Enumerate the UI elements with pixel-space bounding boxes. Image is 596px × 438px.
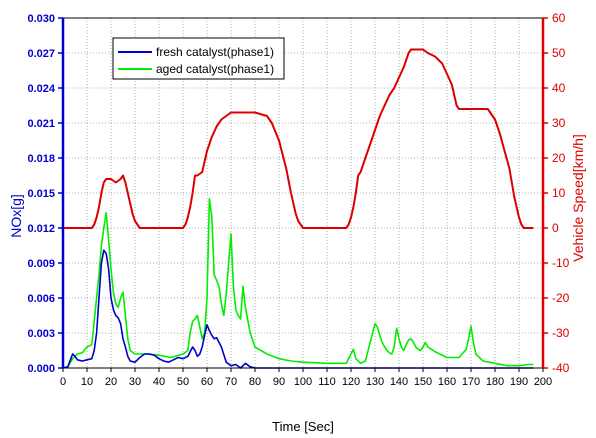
left-axis-ticks: 0.000 0.003 0.006 0.009 0.012 0.015 0.018 0.021… bbox=[27, 13, 63, 375]
x-tick-label: 20 bbox=[105, 376, 117, 388]
left-tick-label: 0.009 bbox=[27, 258, 55, 270]
x-tick-label: 70 bbox=[225, 376, 237, 388]
x-tick-label: 110 bbox=[318, 376, 336, 388]
x-tick-label: 90 bbox=[273, 376, 285, 388]
x-tick-label: 140 bbox=[390, 376, 408, 388]
legend: fresh catalyst(phase1) aged catalyst(pha… bbox=[112, 37, 285, 80]
legend-label-fresh: fresh catalyst(phase1) bbox=[156, 45, 274, 59]
x-tick-label: 130 bbox=[366, 376, 384, 388]
fresh-catalyst-line bbox=[62, 249, 534, 369]
right-tick-label: 30 bbox=[552, 116, 566, 130]
left-tick-label: 0.027 bbox=[27, 48, 55, 60]
x-tick-label: 150 bbox=[414, 376, 432, 388]
x-tick-label: 190 bbox=[510, 376, 528, 388]
vehicle-speed-line bbox=[63, 48, 534, 229]
right-tick-label: 40 bbox=[552, 81, 566, 95]
left-tick-label: 0.000 bbox=[27, 363, 55, 375]
legend-box bbox=[112, 37, 285, 80]
legend-label-aged: aged catalyst(phase1) bbox=[156, 62, 274, 76]
right-tick-label: -40 bbox=[552, 361, 570, 375]
x-axis-title: Time [Sec] bbox=[272, 419, 334, 434]
right-tick-label: 0 bbox=[552, 221, 559, 235]
grid-lines bbox=[63, 18, 543, 368]
x-tick-label: 180 bbox=[486, 376, 504, 388]
left-tick-label: 0.015 bbox=[27, 188, 55, 200]
x-tick-label: 120 bbox=[342, 376, 360, 388]
left-tick-label: 0.018 bbox=[27, 153, 55, 165]
x-tick-label: 0 bbox=[60, 376, 66, 388]
right-tick-label: 60 bbox=[552, 11, 566, 25]
x-tick-label: 200 bbox=[534, 376, 552, 388]
aged-catalyst-line bbox=[62, 198, 534, 369]
x-tick-label: 100 bbox=[294, 376, 312, 388]
right-tick-label: -10 bbox=[552, 256, 570, 270]
left-tick-label: 0.021 bbox=[27, 118, 55, 130]
left-tick-label: 0.006 bbox=[27, 293, 55, 305]
x-tick-label: 40 bbox=[153, 376, 165, 388]
left-axis-title: NOx[g] bbox=[8, 194, 24, 238]
right-tick-label: 50 bbox=[552, 46, 566, 60]
left-tick-label: 0.003 bbox=[27, 328, 55, 340]
x-tick-label: 60 bbox=[201, 376, 213, 388]
right-tick-label: -20 bbox=[552, 291, 570, 305]
left-tick-label: 0.024 bbox=[27, 83, 55, 95]
series-lines bbox=[62, 48, 534, 369]
x-tick-label: 80 bbox=[249, 376, 261, 388]
left-tick-label: 0.012 bbox=[27, 223, 55, 235]
right-axis-title: Vehicle Speed[km/h] bbox=[570, 134, 586, 262]
right-tick-label: 20 bbox=[552, 151, 566, 165]
x-tick-label: 10 bbox=[81, 376, 93, 388]
right-tick-label: 10 bbox=[552, 186, 566, 200]
right-tick-label: -30 bbox=[552, 326, 570, 340]
x-tick-label: 30 bbox=[129, 376, 141, 388]
x-tick-label: 160 bbox=[438, 376, 456, 388]
x-tick-label: 170 bbox=[462, 376, 480, 388]
x-tick-label: 50 bbox=[177, 376, 189, 388]
left-tick-label: 0.030 bbox=[27, 13, 55, 25]
right-axis-ticks: -40 -30 -20 -10 0 10 20 30 40 50 60 bbox=[543, 11, 570, 375]
x-axis-ticks: 0 10 20 30 40 50 60 70 80 90 100 110 120 130 140 150 160… bbox=[60, 368, 552, 388]
